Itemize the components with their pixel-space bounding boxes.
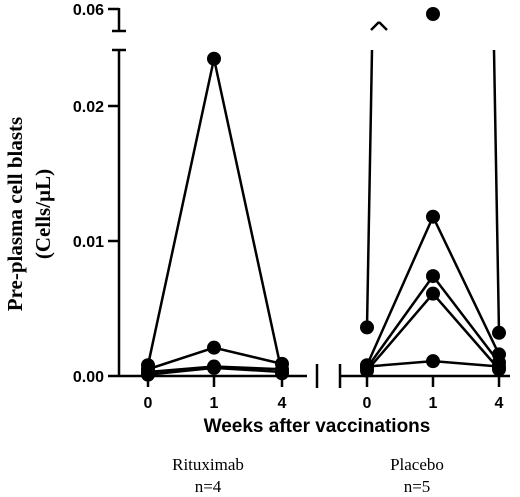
y-tick-label-0: 0.00 <box>73 369 104 386</box>
line-break-mark-left <box>370 21 380 31</box>
data-point-g1-s0-2 <box>492 325 506 340</box>
group-n-placebo: n=5 <box>404 477 431 496</box>
x-axis-label: Weeks after vaccinations <box>204 416 431 437</box>
y-tick-label-3: 0.06 <box>73 2 104 19</box>
y-axis-label-line2: (Cells/µL) <box>31 169 55 259</box>
x-tick-label-g0-0: 0 <box>144 395 153 412</box>
group-label-rituximab: Rituximab <box>172 455 244 474</box>
x-tick-label-g0-1: 1 <box>210 395 219 412</box>
data-point-g1-s1-1 <box>426 209 440 224</box>
x-tick-label-g0-2: 4 <box>278 395 287 412</box>
data-point-g1-s4-2 <box>492 359 506 374</box>
data-point-g1-s3-1 <box>426 286 440 301</box>
group-n-rituximab: n=4 <box>195 477 222 496</box>
series-line-g1-s0-b <box>492 49 501 333</box>
data-point-g1-s4-1 <box>426 354 440 369</box>
y-tick-label-2: 0.02 <box>73 99 104 116</box>
series-layer <box>141 7 506 382</box>
group-label-placebo: Placebo <box>390 455 444 474</box>
data-point-g0-s3-0 <box>141 367 155 382</box>
line-break-mark-right <box>378 21 388 31</box>
data-point-g1-s0-0 <box>360 320 374 335</box>
x-tick-label-g1-1: 1 <box>429 395 438 412</box>
series-line-g1-s0-a <box>365 49 374 328</box>
x-ticks: 0 1 4 0 1 4 <box>144 376 504 412</box>
data-point-g0-s3-1 <box>207 360 221 375</box>
data-point-g0-s3-2 <box>275 364 289 379</box>
data-point-g1-s4-0 <box>360 359 374 374</box>
data-point-g1-s2-1 <box>426 269 440 284</box>
data-point-g1-s0-1 <box>426 7 440 21</box>
data-point-g0-s0-1 <box>207 51 221 66</box>
x-tick-label-g1-2: 4 <box>495 395 504 412</box>
series-line-g0-s0 <box>146 58 284 374</box>
x-tick-label-g1-0: 0 <box>363 395 372 412</box>
data-point-g0-s1-1 <box>207 340 221 355</box>
y-tick-label-1: 0.01 <box>73 234 104 251</box>
y-axis-label-line1: Pre-plasma cell blasts <box>3 117 27 311</box>
